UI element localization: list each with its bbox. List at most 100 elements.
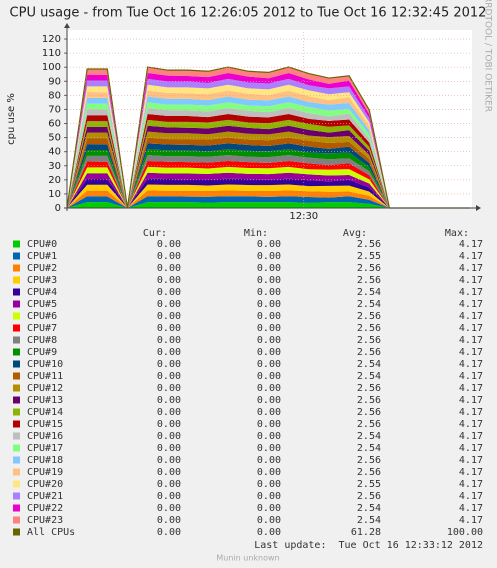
stat-value: 2.54 [357,431,381,442]
stat-value: 4.17 [459,347,483,358]
stat-value: 0.00 [257,395,281,406]
stat-value: 0.00 [157,311,181,322]
legend-swatch [13,420,20,428]
stats-header: Cur: [143,228,167,239]
legend-label: CPU#19 [27,467,63,478]
stat-value: 4.17 [459,371,483,382]
stat-value: 2.55 [357,251,381,262]
y-tick-label: 60 [48,119,61,130]
last-update: Last update: Tue Oct 16 12:33:12 2012 [254,540,483,551]
legend-label: CPU#16 [27,431,63,442]
stat-value: 0.00 [157,407,181,418]
stat-value: 0.00 [157,287,181,298]
legend-swatch [13,444,20,452]
stat-value: 0.00 [157,263,181,274]
legend-swatch [13,360,20,368]
stat-value: 0.00 [157,515,181,526]
stat-value: 0.00 [257,311,281,322]
stat-value: 4.17 [459,263,483,274]
y-tick-label: 20 [48,175,61,186]
legend-label: CPU#3 [27,275,57,286]
area [67,178,470,208]
stat-value: 4.17 [459,287,483,298]
stat-value: 0.00 [257,431,281,442]
legend-label: CPU#14 [27,407,63,418]
area [67,143,470,208]
legend-swatch [13,264,20,272]
stat-value: 0.00 [257,335,281,346]
stat-value: 0.00 [157,251,181,262]
stat-value: 0.00 [257,275,281,286]
stat-value: 2.55 [357,479,381,490]
stat-value: 0.00 [157,395,181,406]
legend-label: CPU#2 [27,263,57,274]
stat-value: 0.00 [157,239,181,250]
area [67,166,470,208]
legend-swatch [13,504,20,512]
y-tick-label: 0 [55,203,61,214]
y-axis-label: cpu use % [6,93,17,145]
footer: Munin unknown [216,554,279,563]
stat-value: 0.00 [257,467,281,478]
legend-swatch [13,240,20,248]
legend-swatch [13,528,20,536]
stat-value: 0.00 [157,323,181,334]
legend-label: CPU#18 [27,455,63,466]
stat-value: 4.17 [459,359,483,370]
legend-label: CPU#1 [27,251,57,262]
y-tick-label: 10 [48,189,61,200]
legend-swatch [13,372,20,380]
stat-value: 0.00 [157,467,181,478]
stat-value: 0.00 [157,335,181,346]
legend-swatch [13,336,20,344]
stat-value: 2.56 [357,275,381,286]
stat-value: 2.54 [357,359,381,370]
stat-value: 4.17 [459,311,483,322]
stat-value: 0.00 [157,431,181,442]
legend-swatch [13,408,20,416]
legend-label: CPU#9 [27,347,57,358]
stat-value: 2.56 [357,491,381,502]
stat-value: 0.00 [157,491,181,502]
stat-value: 4.17 [459,455,483,466]
stat-value: 4.17 [459,275,483,286]
stat-value: 4.17 [459,239,483,250]
stat-value: 0.00 [257,503,281,514]
stat-value: 2.56 [357,383,381,394]
stat-value: 4.17 [459,323,483,334]
stat-value: 0.00 [157,443,181,454]
legend-label: CPU#15 [27,419,63,430]
stat-value: 2.56 [357,395,381,406]
legend-label: CPU#22 [27,503,63,514]
stat-value: 4.17 [459,479,483,490]
stat-value: 0.00 [157,455,181,466]
stat-value: 2.56 [357,263,381,274]
legend-swatch [13,492,20,500]
y-tick-label: 90 [48,76,61,87]
legend-label: CPU#11 [27,371,63,382]
stat-value: 2.56 [357,347,381,358]
legend-label: CPU#10 [27,359,63,370]
stat-value: 0.00 [157,419,181,430]
grid [67,32,470,209]
legend-swatch [13,312,20,320]
stat-value: 0.00 [257,443,281,454]
legend-swatch [13,468,20,476]
stat-value: 0.00 [257,239,281,250]
stat-value: 0.00 [157,371,181,382]
y-tick-label: 100 [42,62,61,73]
stat-value: 0.00 [157,359,181,370]
stat-value: 0.00 [157,383,181,394]
stats-header: Min: [244,228,268,239]
area [67,155,470,208]
legend-label: CPU#12 [27,383,63,394]
y-tick-label: 30 [48,161,61,172]
legend-swatch [13,276,20,284]
stat-value: 0.00 [257,479,281,490]
stat-value: 2.56 [357,239,381,250]
axis-arrow [64,23,70,28]
stat-value: 2.54 [357,443,381,454]
stat-value: 0.00 [257,359,281,370]
stat-value: 0.00 [257,407,281,418]
stat-value: 4.17 [459,395,483,406]
